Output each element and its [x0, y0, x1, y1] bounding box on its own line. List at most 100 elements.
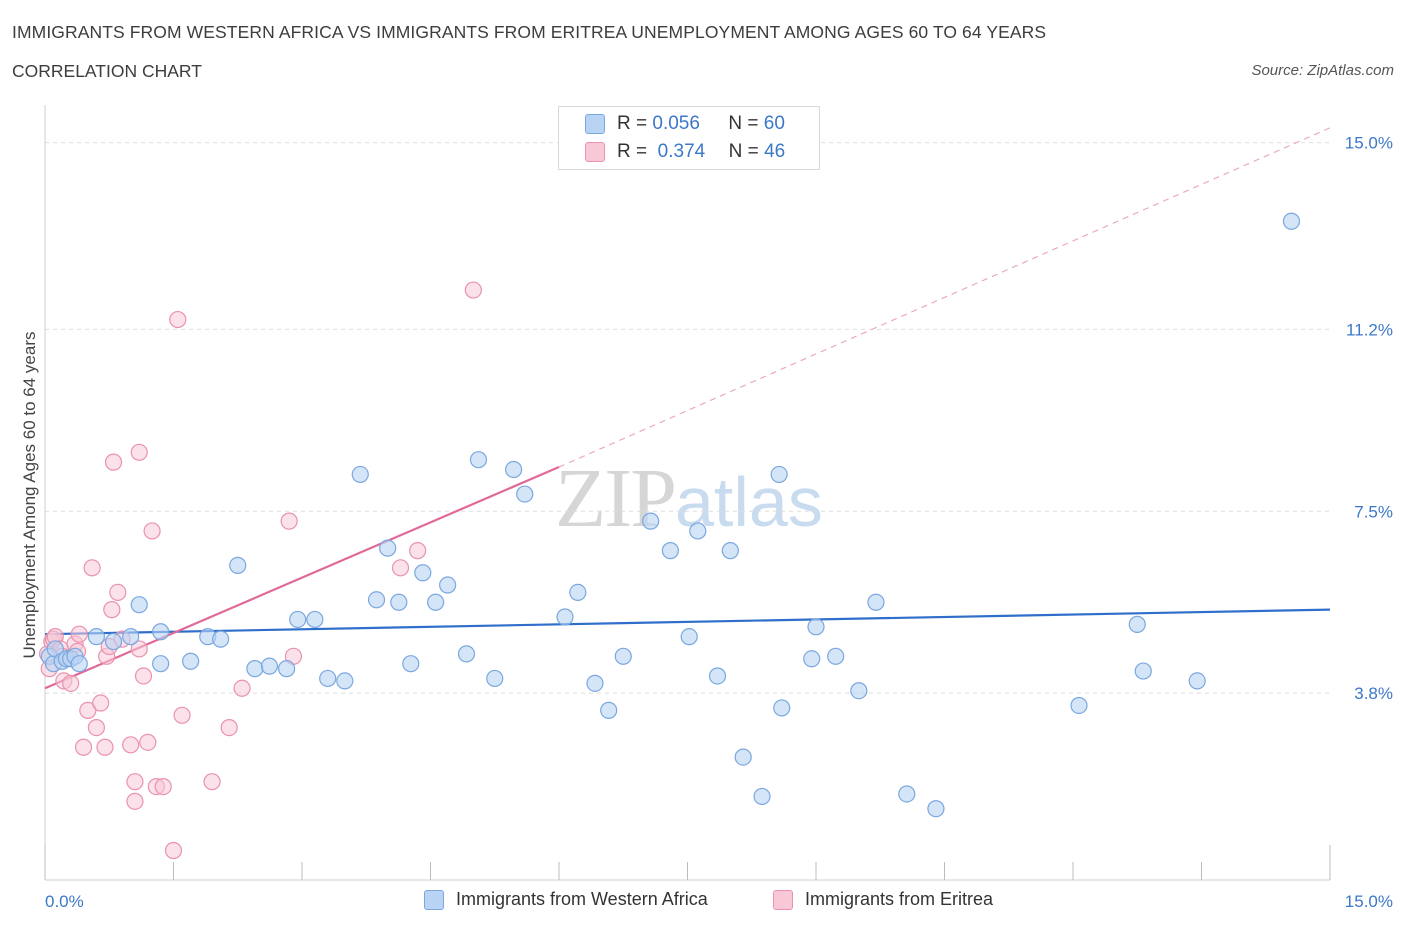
trend-lines [44, 127, 1331, 690]
western-africa-point [212, 630, 230, 648]
eritrea-point [280, 512, 298, 530]
eritrea-point [109, 583, 127, 602]
western-africa-point [390, 593, 408, 611]
western-africa-point [807, 618, 825, 636]
eritrea-point [79, 701, 97, 719]
pink-swatch-icon [585, 142, 605, 162]
correlation-legend: R = 0.056 N = 60 R = 0.374 N = 46 [558, 106, 820, 170]
eritrea-point [126, 792, 144, 810]
western-africa-point [427, 593, 445, 611]
legend-row-eritrea: R = 0.374 N = 46 [585, 140, 785, 164]
western-africa-point [661, 542, 679, 560]
western-africa-point [414, 564, 432, 582]
eritrea-point [173, 706, 191, 724]
western-africa-point [898, 785, 916, 803]
r-value: 0.374 [657, 141, 706, 162]
r-value: 0.056 [652, 113, 700, 134]
bottom-legend-eritrea: Immigrants from Eritrea [773, 889, 993, 910]
western-africa-point [152, 655, 170, 673]
eritrea-point [74, 738, 93, 756]
n-label: N = [728, 141, 759, 162]
x-tick-label: 0.0% [45, 892, 84, 911]
eritrea-point [122, 736, 140, 754]
western-africa-trend-line [44, 608, 1331, 636]
blue-swatch-icon [424, 889, 444, 910]
eritrea-point [126, 773, 144, 791]
eritrea-point [154, 777, 172, 796]
western-africa-point [586, 674, 604, 692]
western-africa-point [277, 660, 296, 678]
western-africa-point [336, 672, 354, 690]
western-africa-point [753, 787, 771, 806]
eritrea-point [134, 667, 153, 685]
western-africa-point [457, 645, 476, 663]
western-africa-point [773, 699, 791, 717]
western-africa-point [1282, 212, 1301, 230]
eritrea-point [464, 281, 482, 299]
eritrea-point [130, 443, 148, 461]
western-africa-point [260, 657, 279, 675]
western-africa-point [770, 465, 788, 484]
eritrea-point [233, 679, 251, 697]
eritrea-trend-extension [558, 127, 1331, 468]
western-africa-point [87, 628, 106, 646]
western-africa-point [130, 596, 148, 614]
y-tick-label: 11.2% [1346, 320, 1393, 339]
western-africa-point [734, 748, 752, 766]
eritrea-point [143, 522, 161, 540]
western-africa-point [469, 451, 488, 469]
western-africa-point [439, 576, 457, 594]
western-africa-point [689, 522, 707, 540]
western-africa-point [569, 583, 587, 602]
legend-label: Immigrants from Eritrea [805, 889, 994, 909]
chart-subtitle: CORRELATION CHART [12, 61, 202, 81]
western-africa-point [721, 542, 739, 560]
eritrea-point [92, 694, 110, 712]
gridlines [45, 142, 1330, 694]
eritrea-point [203, 773, 221, 791]
western-africa-point [516, 485, 534, 503]
legend-label: Immigrants from Western Africa [456, 889, 708, 909]
x-tick-labels: 0.0% 15.0% [45, 892, 1393, 911]
western-africa-point [289, 610, 307, 629]
western-africa-point [402, 655, 420, 673]
eritrea-point [70, 625, 88, 643]
western-africa-point [152, 623, 170, 641]
eritrea-point [103, 601, 121, 619]
n-label: N = [728, 113, 759, 134]
western-africa-point [306, 610, 324, 629]
chart-title: IMMIGRANTS FROM WESTERN AFRICA VS IMMIGR… [12, 22, 1047, 42]
eritrea-point [104, 453, 123, 471]
eritrea-point [409, 542, 427, 560]
western-africa-point [803, 650, 821, 668]
western-africa-point [182, 652, 200, 670]
western-africa-point [827, 647, 845, 665]
y-axis-label: Unemployment Among Ages 60 to 64 years [20, 331, 39, 659]
western-africa-point [850, 682, 868, 700]
eritrea-point [139, 733, 157, 751]
n-value: 60 [763, 113, 785, 134]
axes [44, 105, 1331, 881]
western-africa-point [556, 608, 574, 626]
western-africa-point [680, 628, 698, 646]
eritrea-point [62, 674, 80, 692]
western-africa-point [504, 460, 523, 479]
western-africa-point [600, 701, 618, 719]
blue-swatch-icon [585, 114, 605, 134]
eritrea-point [169, 310, 187, 329]
eritrea-point [391, 559, 410, 577]
western-africa-point [708, 667, 727, 685]
pink-swatch-icon [773, 889, 793, 910]
eritrea-point [220, 718, 238, 737]
eritrea-trend-line [44, 466, 560, 690]
western-africa-point [927, 800, 945, 818]
western-africa-point [614, 647, 632, 665]
eritrea-point [87, 718, 106, 737]
y-tick-label: 15.0% [1345, 134, 1393, 153]
data-points [38, 212, 1301, 860]
western-africa-point [1134, 662, 1152, 680]
western-africa-point [367, 591, 386, 609]
western-africa-point [351, 465, 369, 484]
legend-row-western-africa: R = 0.056 N = 60 [585, 112, 785, 136]
source-attribution: Source: ZipAtlas.com [1251, 62, 1394, 79]
